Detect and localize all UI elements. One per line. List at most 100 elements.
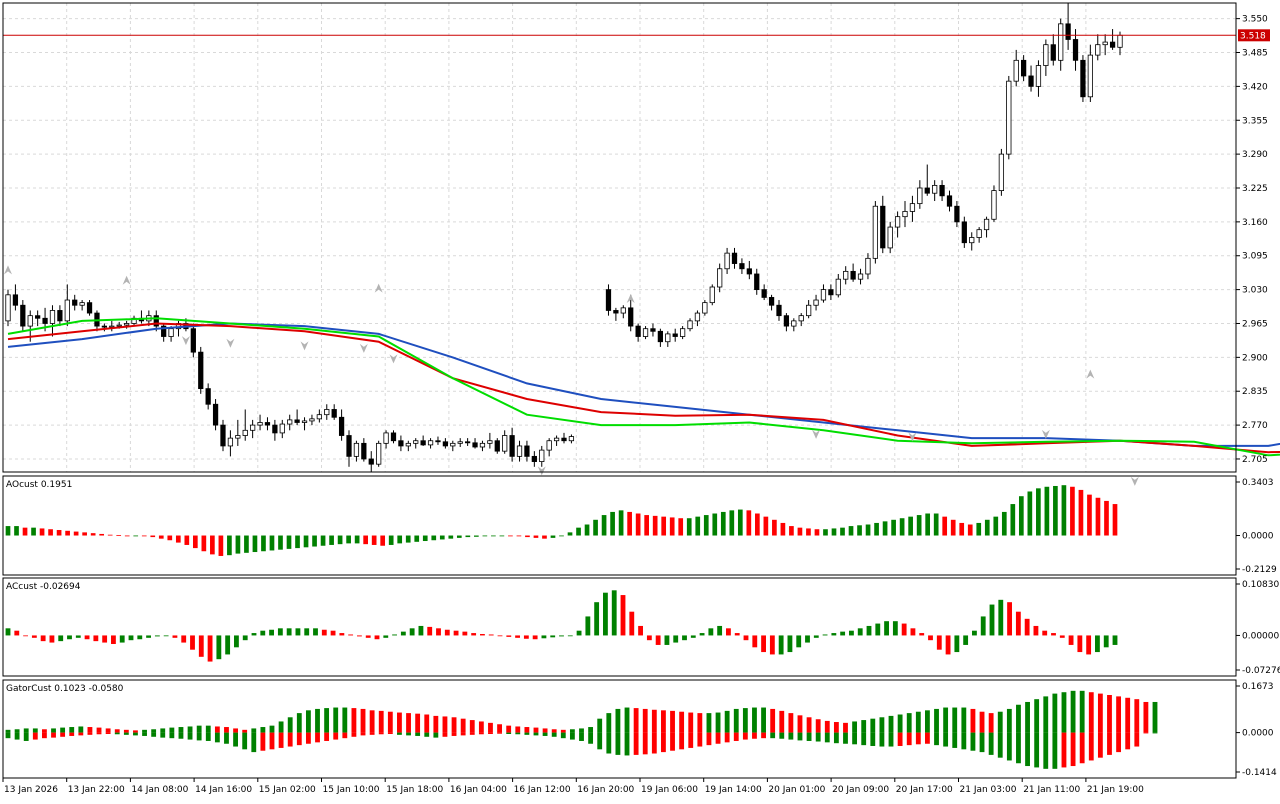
candle[interactable]: [5, 289, 11, 327]
candle[interactable]: [1028, 65, 1034, 92]
candle[interactable]: [487, 432, 493, 449]
candle[interactable]: [932, 180, 938, 202]
candle[interactable]: [946, 190, 953, 212]
candle[interactable]: [650, 323, 656, 337]
candle[interactable]: [242, 409, 248, 441]
candle[interactable]: [168, 326, 174, 342]
candle[interactable]: [49, 305, 56, 337]
candle[interactable]: [1013, 49, 1019, 87]
candle[interactable]: [954, 201, 960, 228]
candle[interactable]: [212, 399, 219, 431]
candle[interactable]: [1087, 44, 1093, 103]
candle[interactable]: [309, 414, 315, 426]
candle[interactable]: [546, 438, 552, 457]
candle[interactable]: [405, 440, 411, 452]
candle[interactable]: [427, 438, 434, 449]
candle[interactable]: [605, 284, 612, 316]
candle[interactable]: [338, 409, 345, 441]
candle[interactable]: [138, 310, 145, 324]
candle[interactable]: [872, 201, 878, 264]
candle[interactable]: [235, 419, 241, 446]
candle[interactable]: [301, 417, 308, 431]
candle[interactable]: [776, 300, 782, 321]
candle[interactable]: [205, 383, 211, 410]
candle[interactable]: [1043, 39, 1049, 76]
candle[interactable]: [353, 440, 360, 462]
candle[interactable]: [368, 451, 374, 472]
candle[interactable]: [227, 430, 234, 457]
candle[interactable]: [539, 445, 545, 467]
candle[interactable]: [961, 216, 967, 248]
candle[interactable]: [279, 419, 285, 439]
candle[interactable]: [998, 148, 1005, 196]
candle[interactable]: [465, 438, 471, 446]
candle[interactable]: [724, 247, 730, 274]
candle[interactable]: [502, 430, 508, 454]
candle[interactable]: [131, 315, 137, 327]
candle[interactable]: [35, 310, 41, 327]
candle[interactable]: [64, 284, 70, 327]
candle[interactable]: [161, 323, 167, 342]
candle[interactable]: [12, 284, 19, 311]
candle[interactable]: [479, 440, 486, 452]
candle[interactable]: [887, 221, 893, 254]
candle[interactable]: [672, 328, 678, 342]
candle[interactable]: [198, 346, 204, 394]
candle[interactable]: [175, 320, 182, 337]
candle[interactable]: [1109, 29, 1116, 50]
candle[interactable]: [1050, 34, 1056, 66]
candle[interactable]: [746, 260, 752, 280]
candle[interactable]: [791, 318, 797, 332]
candle[interactable]: [435, 436, 441, 445]
candle[interactable]: [109, 320, 115, 332]
candle[interactable]: [1095, 34, 1101, 61]
candle[interactable]: [294, 409, 300, 426]
candle[interactable]: [880, 195, 886, 254]
candle[interactable]: [939, 180, 945, 202]
candle[interactable]: [86, 300, 93, 316]
candle[interactable]: [257, 414, 263, 431]
candle[interactable]: [969, 232, 975, 251]
candle[interactable]: [917, 180, 923, 209]
candle[interactable]: [524, 440, 530, 462]
candle[interactable]: [420, 435, 426, 446]
candle[interactable]: [413, 438, 419, 449]
candle[interactable]: [924, 164, 930, 196]
candle[interactable]: [376, 440, 382, 467]
candle[interactable]: [390, 430, 397, 444]
candle[interactable]: [983, 216, 990, 238]
candle[interactable]: [20, 300, 26, 332]
candle[interactable]: [717, 263, 723, 293]
candle[interactable]: [531, 451, 537, 467]
candle[interactable]: [361, 438, 367, 462]
candle[interactable]: [665, 331, 671, 347]
candle[interactable]: [1102, 34, 1108, 56]
candle[interactable]: [1035, 60, 1042, 97]
candle[interactable]: [1006, 75, 1012, 160]
candle[interactable]: [324, 404, 330, 420]
candle[interactable]: [494, 438, 500, 454]
candle[interactable]: [272, 419, 278, 441]
candle[interactable]: [220, 419, 226, 452]
candle[interactable]: [1021, 55, 1027, 82]
candle[interactable]: [398, 435, 404, 452]
candle[interactable]: [561, 432, 567, 444]
candle[interactable]: [1058, 18, 1064, 71]
candle[interactable]: [250, 419, 256, 439]
candle[interactable]: [101, 323, 107, 332]
candle[interactable]: [457, 438, 463, 447]
candle[interactable]: [1080, 55, 1086, 103]
candle[interactable]: [783, 313, 790, 332]
candle[interactable]: [1065, 3, 1071, 50]
candle[interactable]: [850, 263, 856, 282]
candle[interactable]: [568, 434, 575, 444]
candle[interactable]: [642, 326, 649, 340]
candle[interactable]: [976, 227, 982, 243]
ac-pane[interactable]: [5, 590, 1118, 662]
candle[interactable]: [806, 300, 812, 319]
candle[interactable]: [287, 414, 293, 431]
candle[interactable]: [628, 294, 634, 332]
candle[interactable]: [865, 253, 871, 280]
gator-pane[interactable]: [5, 690, 1158, 769]
candle[interactable]: [79, 300, 85, 311]
